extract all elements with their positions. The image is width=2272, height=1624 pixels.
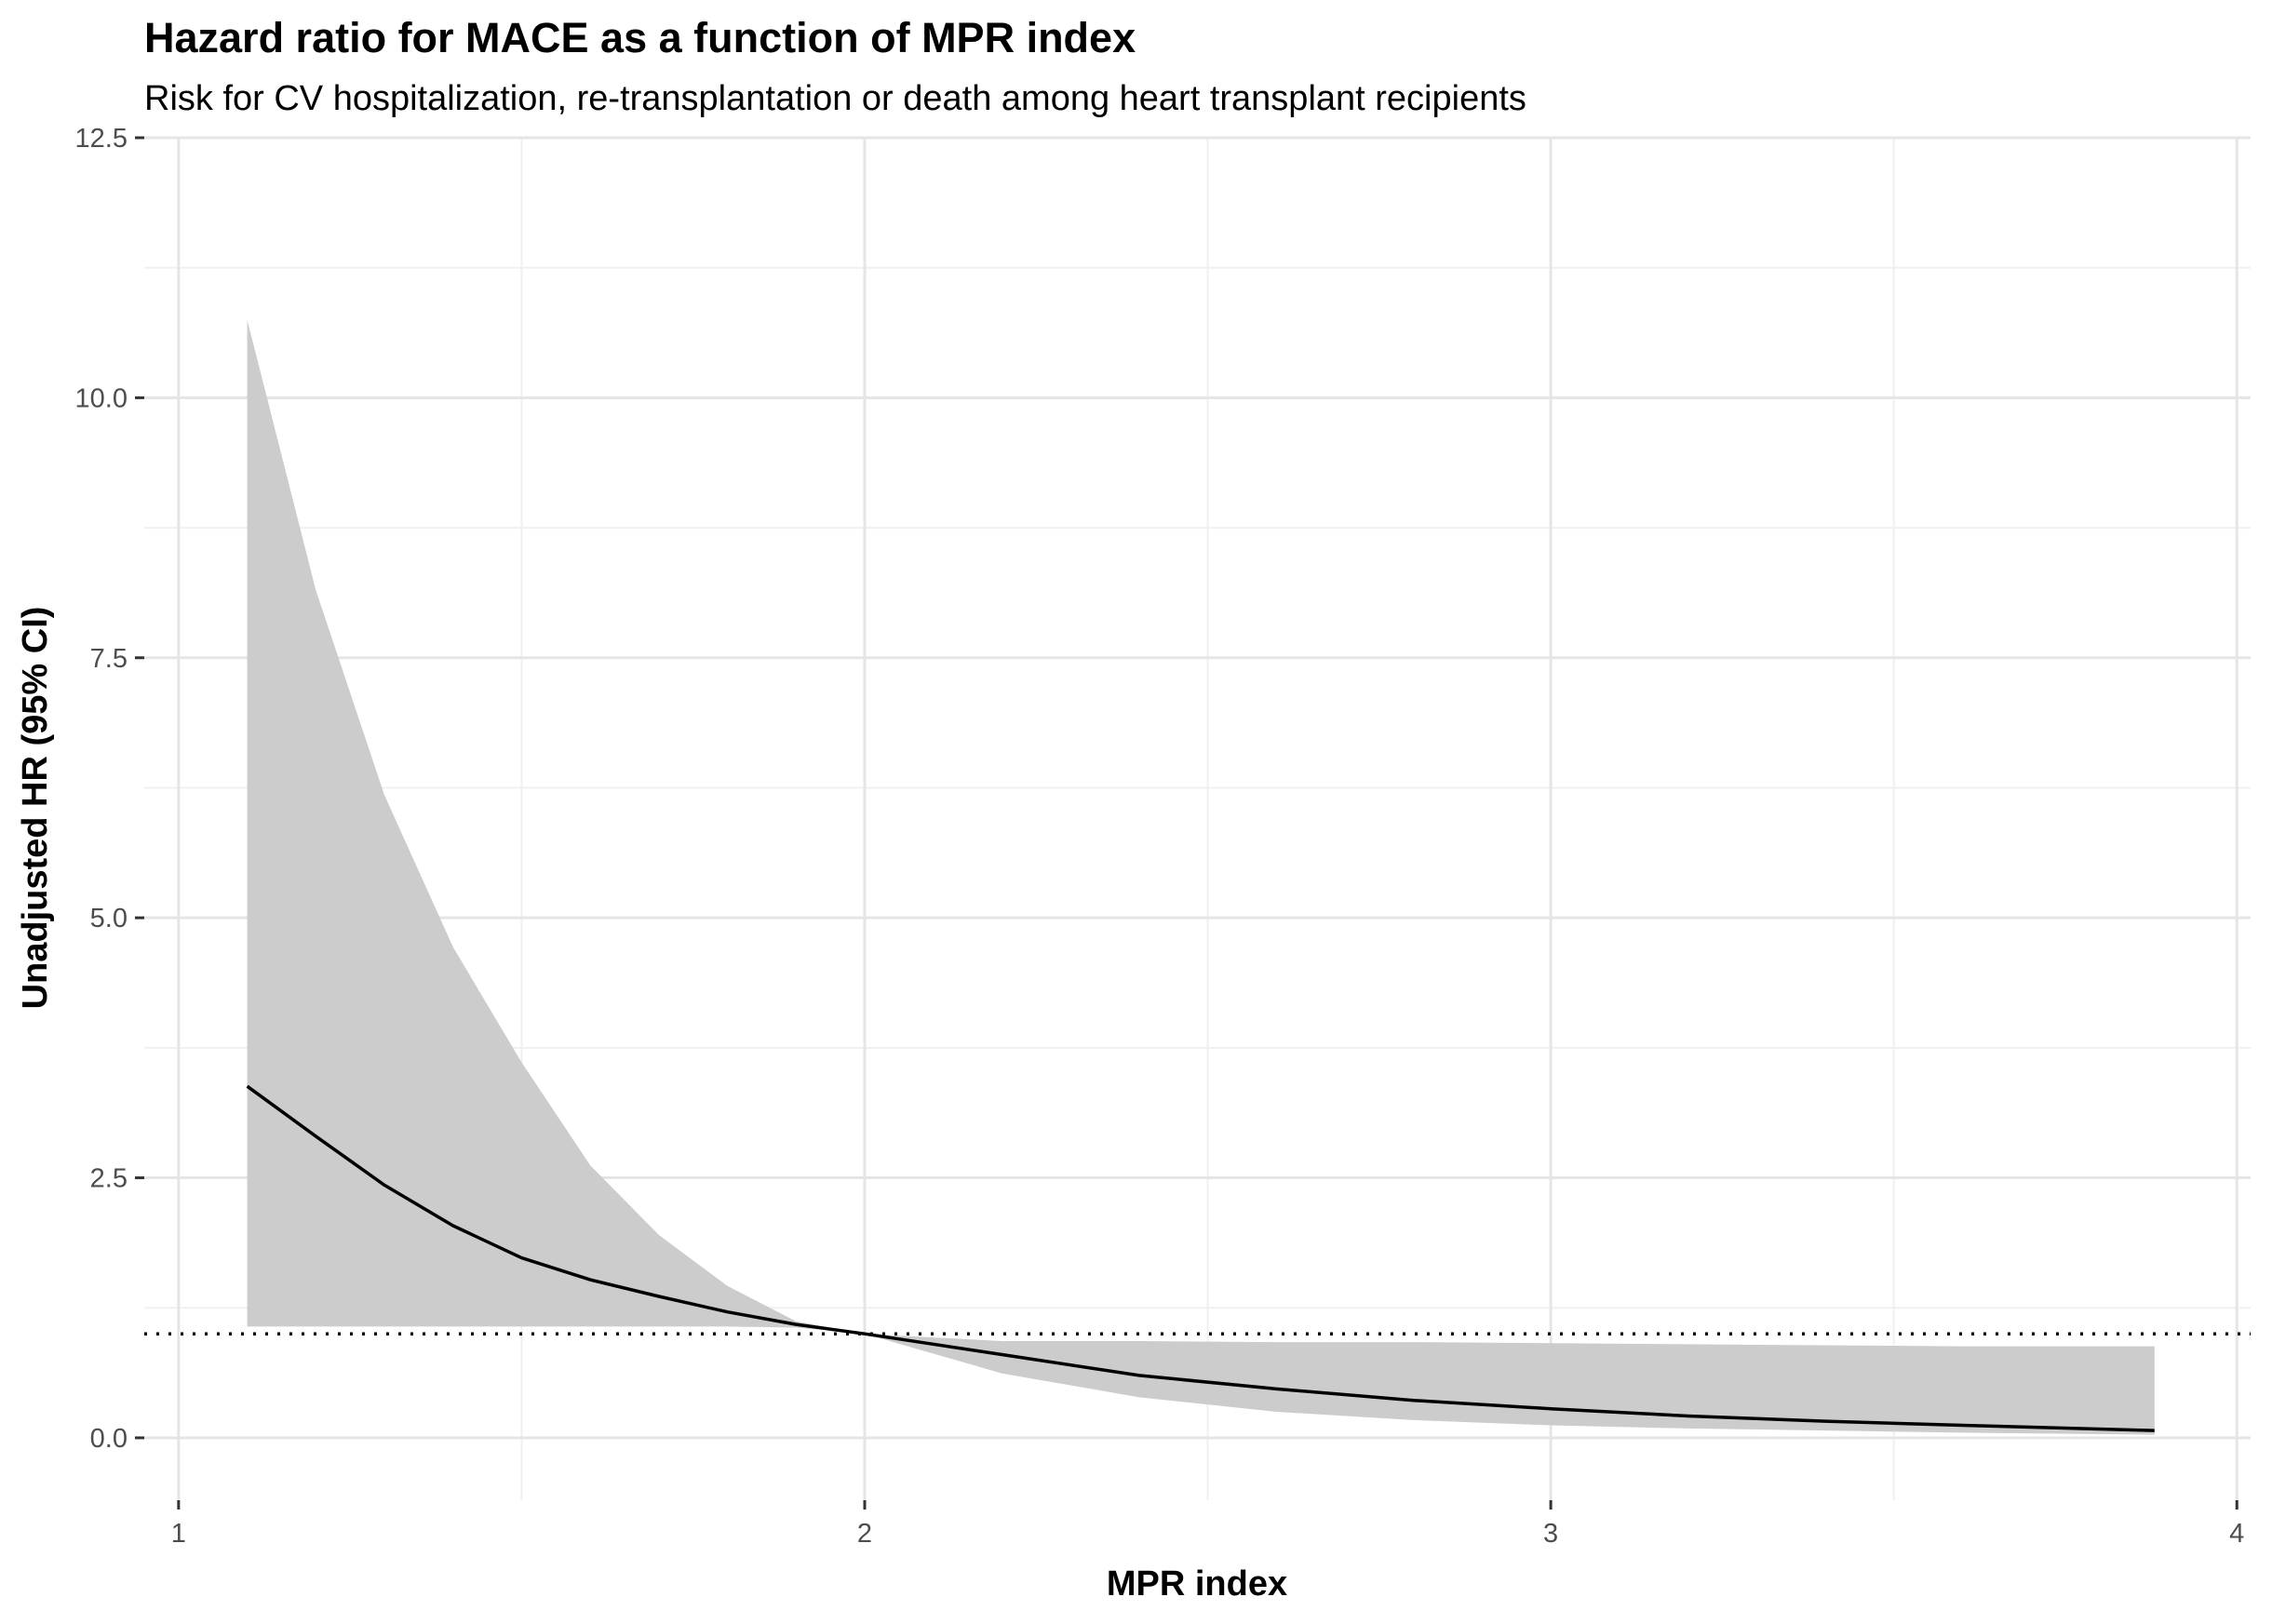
y-tick-label: 10.0 bbox=[75, 383, 128, 413]
y-tick-label: 12.5 bbox=[75, 124, 128, 154]
x-tick-label: 2 bbox=[857, 1519, 872, 1549]
axis-ticks: 1 2 3 4 0.0 2.5 5.0 7.5 10.0 12.5 bbox=[75, 124, 2245, 1549]
y-tick-label: 2.5 bbox=[90, 1164, 128, 1194]
x-axis-title: MPR index bbox=[1107, 1564, 1287, 1604]
confidence-ribbon-group bbox=[247, 319, 2155, 1435]
x-tick-label: 4 bbox=[2229, 1519, 2244, 1549]
chart-title: Hazard ratio for MACE as a function of M… bbox=[144, 14, 1136, 61]
hazard-line-group bbox=[246, 1084, 2155, 1432]
grid-lines bbox=[144, 136, 2251, 1500]
confidence-ribbon bbox=[247, 319, 2155, 1435]
y-tick-label: 5.0 bbox=[90, 904, 128, 933]
y-axis-title: Unadjusted HR (95% CI) bbox=[16, 607, 55, 1010]
y-tick-label: 7.5 bbox=[90, 644, 128, 674]
x-tick-label: 3 bbox=[1543, 1519, 1558, 1549]
y-tick-label: 0.0 bbox=[90, 1424, 128, 1454]
hazard-ratio-line bbox=[246, 1084, 2155, 1432]
x-tick-label: 1 bbox=[171, 1519, 186, 1549]
chart-subtitle: Risk for CV hospitalization, re-transpla… bbox=[144, 79, 1526, 118]
